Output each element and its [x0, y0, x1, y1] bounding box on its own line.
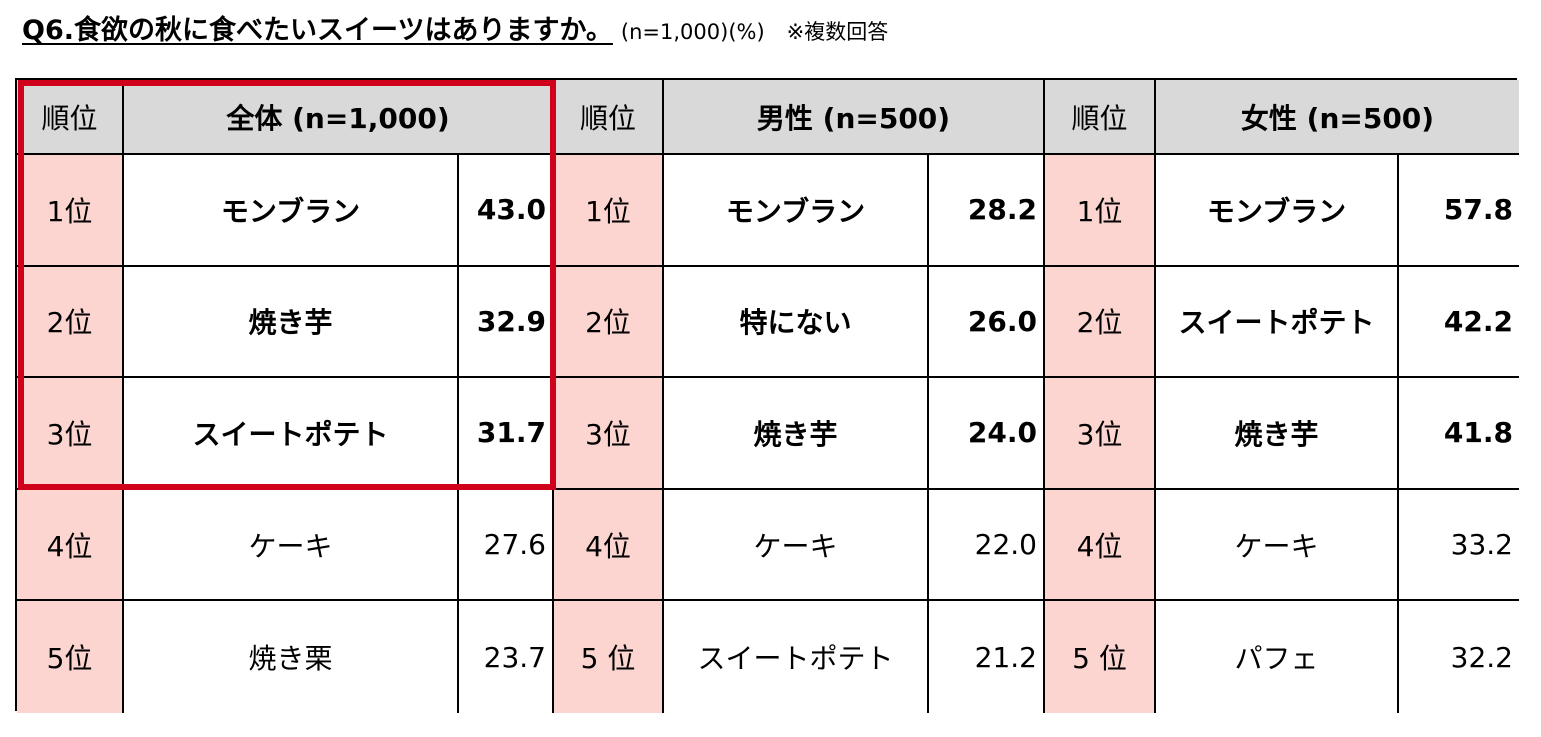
rank-cell: 5位 — [17, 601, 124, 713]
item-cell: モンブラン — [1156, 155, 1399, 267]
value-cell: 26.0 — [929, 266, 1045, 379]
value-cell: 23.7 — [459, 601, 554, 713]
value-cell: 21.2 — [929, 601, 1045, 713]
rank-cell: 2位 — [554, 266, 664, 379]
rank-cell: 5 位 — [554, 601, 664, 713]
item-cell: 焼き芋 — [664, 378, 929, 490]
item-cell: パフェ — [1156, 601, 1399, 713]
rank-header-female: 順位 — [1045, 80, 1156, 155]
value-cell: 24.0 — [929, 378, 1045, 490]
rank-cell: 4位 — [1045, 489, 1156, 602]
value-cell: 32.9 — [459, 266, 554, 379]
item-cell: 焼き芋 — [124, 266, 459, 379]
rank-header-male: 順位 — [554, 80, 664, 155]
rank-cell: 3位 — [17, 378, 124, 490]
value-cell: 27.6 — [459, 489, 554, 602]
rank-header-total: 順位 — [17, 80, 124, 155]
item-cell: 焼き芋 — [1156, 378, 1399, 490]
item-cell: モンブラン — [664, 155, 929, 267]
title-row: Q6.食欲の秋に食べたいスイーツはありますか。 (n=1,000)(%) ※複数… — [22, 8, 888, 48]
rank-cell: 1位 — [17, 155, 124, 267]
page-title: Q6.食欲の秋に食べたいスイーツはありますか。 — [22, 15, 613, 46]
value-cell: 43.0 — [459, 155, 554, 267]
value-cell: 28.2 — [929, 155, 1045, 267]
rank-cell: 2位 — [1045, 266, 1156, 379]
group-header-female: 女性 (n=500) — [1156, 80, 1519, 155]
item-cell: スイートポテト — [1156, 266, 1399, 379]
rank-cell: 3位 — [554, 378, 664, 490]
value-cell: 57.8 — [1399, 155, 1519, 267]
multiple-answer-note: ※複数回答 — [786, 20, 889, 44]
value-cell: 41.8 — [1399, 378, 1519, 490]
item-cell: ケーキ — [664, 489, 929, 602]
group-header-total: 全体 (n=1,000) — [124, 80, 554, 155]
rank-cell: 1位 — [1045, 155, 1156, 267]
ranking-table: 順位 全体 (n=1,000) 順位 男性 (n=500) 順位 女性 (n=5… — [15, 78, 1519, 713]
rank-cell: 2位 — [17, 266, 124, 379]
item-cell: スイートポテト — [124, 378, 459, 490]
item-cell: ケーキ — [1156, 489, 1399, 602]
rank-cell: 3位 — [1045, 378, 1156, 490]
value-cell: 33.2 — [1399, 489, 1519, 602]
group-header-male: 男性 (n=500) — [664, 80, 1045, 155]
rank-cell: 4位 — [554, 489, 664, 602]
sample-size-label: (n=1,000)(%) — [620, 20, 765, 44]
value-cell: 31.7 — [459, 378, 554, 490]
value-cell: 22.0 — [929, 489, 1045, 602]
item-cell: スイートポテト — [664, 601, 929, 713]
rank-cell: 5 位 — [1045, 601, 1156, 713]
item-cell: モンブラン — [124, 155, 459, 267]
rank-cell: 4位 — [17, 489, 124, 602]
item-cell: ケーキ — [124, 489, 459, 602]
value-cell: 42.2 — [1399, 266, 1519, 379]
value-cell: 32.2 — [1399, 601, 1519, 713]
item-cell: 焼き栗 — [124, 601, 459, 713]
item-cell: 特にない — [664, 266, 929, 379]
rank-cell: 1位 — [554, 155, 664, 267]
